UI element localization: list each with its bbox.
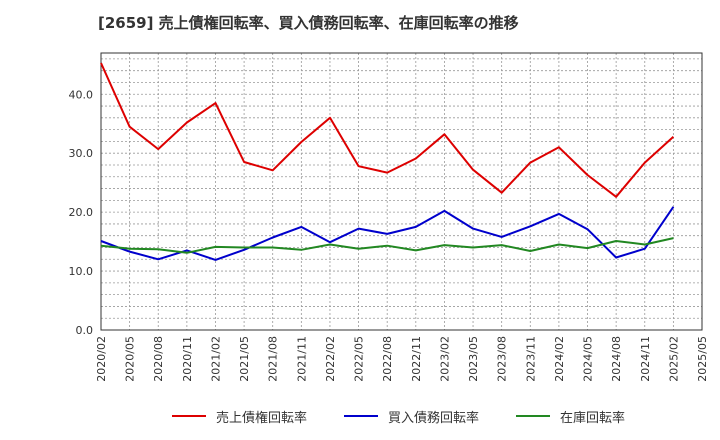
series-line-payables (100, 206, 675, 261)
y-tick-label: 30.0 (69, 147, 94, 160)
x-tick-label: 2020/11 (181, 336, 194, 382)
legend-swatch-inventory (516, 415, 550, 417)
x-tick-label: 2022/05 (353, 336, 366, 382)
legend-label-payables: 買入債務回転率 (388, 410, 480, 426)
grid (100, 53, 703, 330)
x-tick-label: 2021/08 (267, 336, 280, 382)
y-tick-label: 40.0 (69, 88, 94, 101)
x-tick-label: 2025/02 (667, 336, 680, 382)
x-tick-label: 2023/02 (438, 336, 451, 382)
x-tick-label: 2022/11 (410, 336, 423, 382)
x-tick-label: 2021/11 (295, 336, 308, 382)
chart-title: [2659] 売上債権回転率、買入債務回転率、在庫回転率の推移 (98, 14, 519, 32)
axes: 0.0 10.0 20.0 30.0 40.0 2020/02 2020/05 2020/08… (69, 52, 709, 382)
legend-swatch-receivables (172, 415, 206, 417)
x-tick-label: 2024/08 (610, 336, 623, 382)
legend-swatch-payables (344, 415, 378, 417)
legend: 売上債権回転率 買入債務回転率 在庫回転率 (0, 405, 720, 427)
x-tick-label: 2023/08 (496, 336, 509, 382)
x-tick-label: 2023/11 (524, 336, 537, 382)
x-tick-label: 2022/08 (381, 336, 394, 382)
x-tick-label: 2023/05 (467, 336, 480, 382)
legend-label-receivables: 売上債権回転率 (216, 410, 308, 426)
y-tick-label: 20.0 (69, 206, 94, 219)
series-line-receivables (100, 62, 675, 198)
series-layer (100, 62, 675, 261)
x-tick-label: 2022/02 (324, 336, 337, 382)
x-tick-label: 2024/11 (639, 336, 652, 382)
x-tick-label: 2020/08 (152, 336, 165, 382)
x-tick-label: 2020/02 (95, 336, 108, 382)
y-tick-label: 0.0 (76, 324, 94, 337)
x-tick-label: 2024/05 (582, 336, 595, 382)
plot-frame (100, 52, 703, 331)
legend-label-inventory: 在庫回転率 (560, 410, 626, 426)
legend-item-inventory: 在庫回転率 (516, 405, 625, 427)
x-tick-label: 2020/05 (124, 336, 137, 382)
series-line-inventory (100, 237, 674, 254)
legend-item-payables: 買入債務回転率 (344, 405, 479, 427)
x-tick-label: 2021/05 (238, 336, 251, 382)
x-tick-label: 2024/02 (553, 336, 566, 382)
legend-item-receivables: 売上債権回転率 (172, 405, 307, 427)
x-tick-label: 2021/02 (209, 336, 222, 382)
x-tick-label: 2025/05 (696, 336, 709, 382)
y-tick-label: 10.0 (69, 265, 94, 278)
